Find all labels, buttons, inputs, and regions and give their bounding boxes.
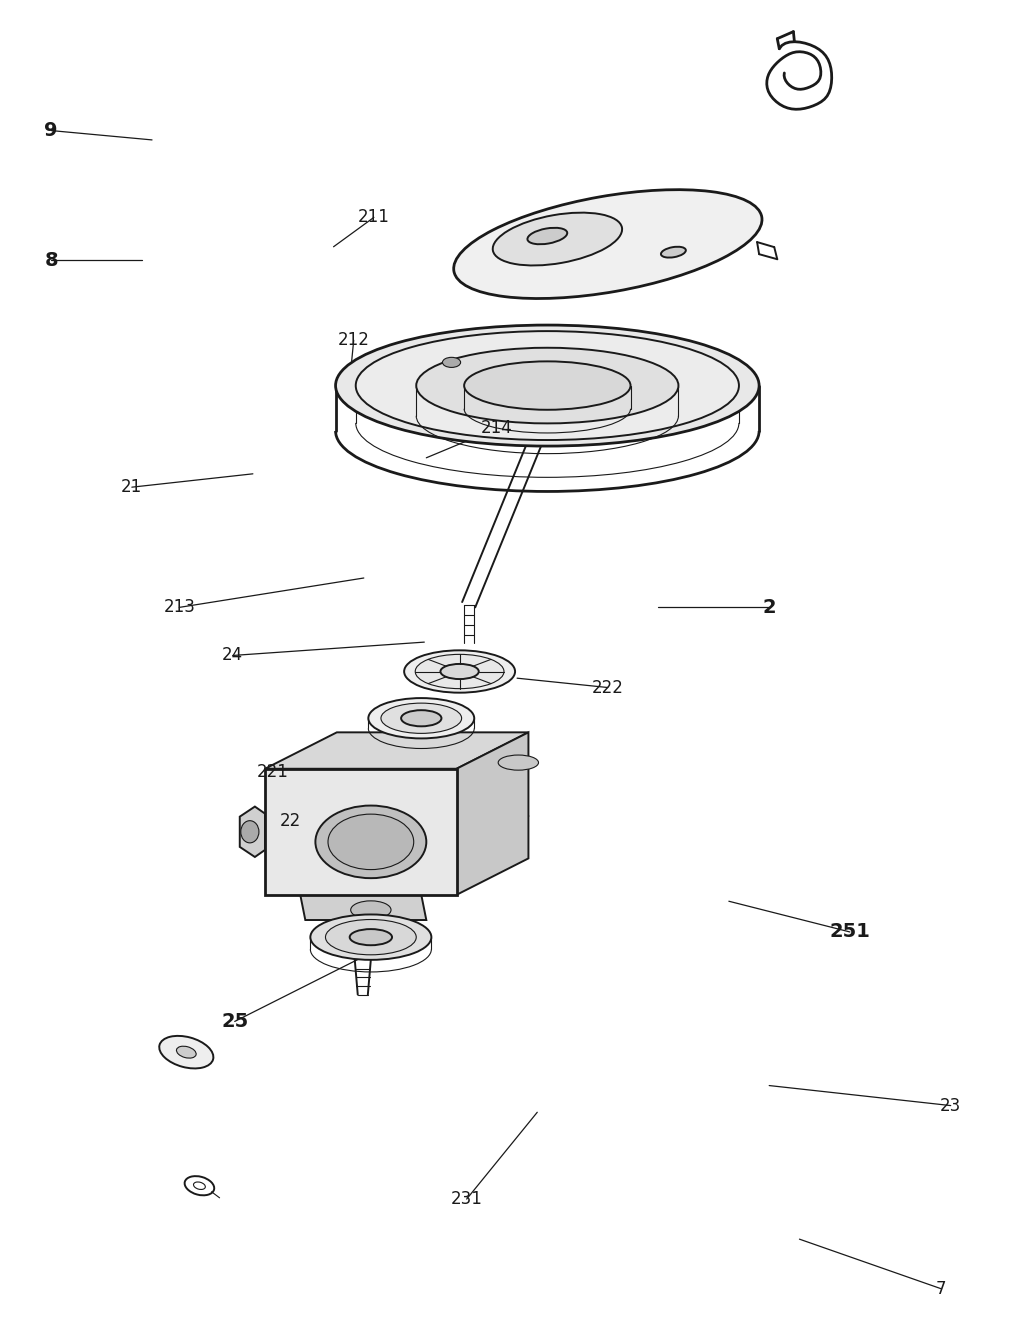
Ellipse shape — [661, 247, 685, 258]
Text: 222: 222 — [592, 678, 624, 697]
Ellipse shape — [328, 814, 414, 870]
Ellipse shape — [336, 325, 759, 446]
Ellipse shape — [325, 920, 416, 955]
Polygon shape — [300, 894, 426, 920]
Ellipse shape — [350, 929, 392, 945]
Ellipse shape — [310, 915, 431, 960]
Text: 211: 211 — [358, 208, 389, 227]
Text: 9: 9 — [45, 121, 58, 140]
Text: 214: 214 — [481, 419, 513, 438]
Polygon shape — [456, 732, 528, 894]
Text: 23: 23 — [940, 1097, 961, 1115]
Ellipse shape — [315, 806, 426, 878]
Ellipse shape — [356, 332, 739, 441]
Polygon shape — [265, 732, 528, 768]
Text: 212: 212 — [338, 332, 370, 349]
Ellipse shape — [405, 650, 515, 693]
Text: 2: 2 — [763, 598, 776, 616]
Ellipse shape — [368, 698, 475, 739]
Text: 7: 7 — [935, 1280, 946, 1297]
Ellipse shape — [440, 663, 479, 680]
Ellipse shape — [240, 821, 259, 843]
Text: 25: 25 — [221, 1011, 248, 1031]
Ellipse shape — [442, 357, 460, 368]
Ellipse shape — [381, 704, 461, 733]
Text: 251: 251 — [829, 923, 870, 941]
Ellipse shape — [498, 755, 538, 770]
Text: 21: 21 — [122, 478, 143, 496]
Text: 22: 22 — [280, 813, 301, 830]
Polygon shape — [239, 807, 265, 857]
Ellipse shape — [464, 361, 631, 410]
Ellipse shape — [176, 1046, 196, 1058]
Ellipse shape — [453, 189, 762, 298]
Text: 221: 221 — [258, 763, 289, 780]
Polygon shape — [265, 768, 456, 894]
Ellipse shape — [159, 1035, 213, 1069]
Ellipse shape — [416, 348, 678, 423]
Ellipse shape — [351, 901, 391, 919]
Ellipse shape — [402, 710, 441, 727]
Text: 8: 8 — [45, 251, 58, 270]
Ellipse shape — [493, 212, 623, 266]
Text: 213: 213 — [163, 599, 195, 616]
Ellipse shape — [415, 654, 504, 689]
Text: 24: 24 — [222, 646, 243, 665]
Text: 231: 231 — [451, 1190, 483, 1209]
Ellipse shape — [527, 228, 567, 244]
